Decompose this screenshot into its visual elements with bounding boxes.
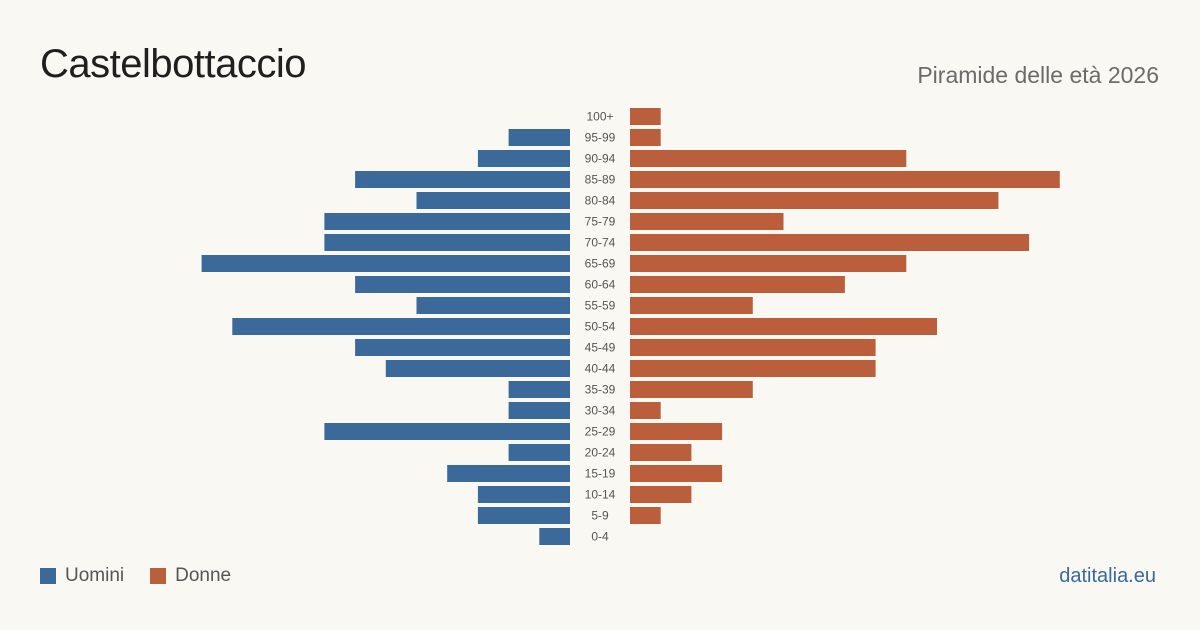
bar-men-15-19 [447,465,570,482]
bar-women-65-69 [630,255,907,272]
age-label-25-29: 25-29 [585,425,616,439]
bar-men-85-89 [355,171,570,188]
bar-women-35-39 [630,381,753,398]
bar-women-5-9 [630,507,661,524]
brand-link[interactable]: datitalia.eu [1059,565,1156,587]
bar-women-15-19 [630,465,723,482]
legend-swatch-women [150,568,167,584]
bar-women-80-84 [630,192,999,209]
bar-men-0-4 [539,528,570,545]
age-label-10-14: 10-14 [585,488,616,502]
bar-men-80-84 [416,192,570,209]
bar-women-25-29 [630,423,723,440]
bar-men-55-59 [416,297,570,314]
legend-swatch-men [40,568,56,584]
bar-women-10-14 [630,486,692,503]
bar-women-55-59 [630,297,753,314]
bar-men-20-24 [508,444,570,461]
bar-men-25-29 [324,423,570,440]
age-label-65-69: 65-69 [585,257,616,271]
age-label-30-34: 30-34 [585,404,616,418]
bar-women-20-24 [630,444,692,461]
bar-men-45-49 [355,339,570,356]
age-label-85-89: 85-89 [585,173,616,187]
bar-men-50-54 [232,318,571,335]
bar-men-10-14 [477,486,570,503]
bar-women-70-74 [630,234,1030,251]
page-title: Castelbottaccio [40,42,306,86]
age-label-60-64: 60-64 [585,278,616,292]
bar-men-40-44 [385,360,570,377]
bar-women-90-94 [630,150,907,167]
legend-item-women: Donne [150,565,231,587]
bar-men-60-64 [355,276,570,293]
age-label-70-74: 70-74 [585,236,616,250]
age-label-45-49: 45-49 [585,341,616,355]
age-label-90-94: 90-94 [585,152,616,166]
bar-women-75-79 [630,213,784,230]
bar-men-90-94 [477,150,570,167]
age-label-20-24: 20-24 [585,446,616,460]
age-label-95-99: 95-99 [585,131,616,145]
age-label-0-4: 0-4 [591,530,609,544]
bar-women-40-44 [630,360,876,377]
chart-subtitle: Piramide delle età 2026 [917,62,1159,88]
bar-women-45-49 [630,339,876,356]
legend-label-men: Uomini [65,565,125,586]
legend-item-men: Uomini [40,565,124,587]
bar-men-95-99 [508,129,570,146]
bar-women-100+ [630,108,661,125]
age-label-75-79: 75-79 [585,215,616,229]
bar-men-5-9 [477,507,570,524]
bar-men-35-39 [508,381,570,398]
chart-legend: Uomini Donne [40,565,257,587]
bar-women-60-64 [630,276,845,293]
age-label-50-54: 50-54 [585,320,616,334]
population-pyramid-chart: 100+ 95-99 90-94 85-89 80-84 75-79 70-74 65-69 6… [201,108,1060,545]
bar-men-30-34 [508,402,570,419]
age-label-35-39: 35-39 [585,383,616,397]
age-label-5-9: 5-9 [591,509,609,523]
bar-men-65-69 [201,255,570,272]
age-label-55-59: 55-59 [585,299,616,313]
bar-women-85-89 [630,171,1060,188]
age-label-100+: 100+ [586,110,613,124]
bar-men-70-74 [324,234,570,251]
bar-women-50-54 [630,318,937,335]
bar-men-75-79 [324,213,570,230]
bar-women-95-99 [630,129,661,146]
bar-women-30-34 [630,402,661,419]
age-label-15-19: 15-19 [585,467,616,481]
age-label-80-84: 80-84 [585,194,616,208]
age-label-40-44: 40-44 [585,362,616,376]
legend-label-women: Donne [175,565,232,586]
